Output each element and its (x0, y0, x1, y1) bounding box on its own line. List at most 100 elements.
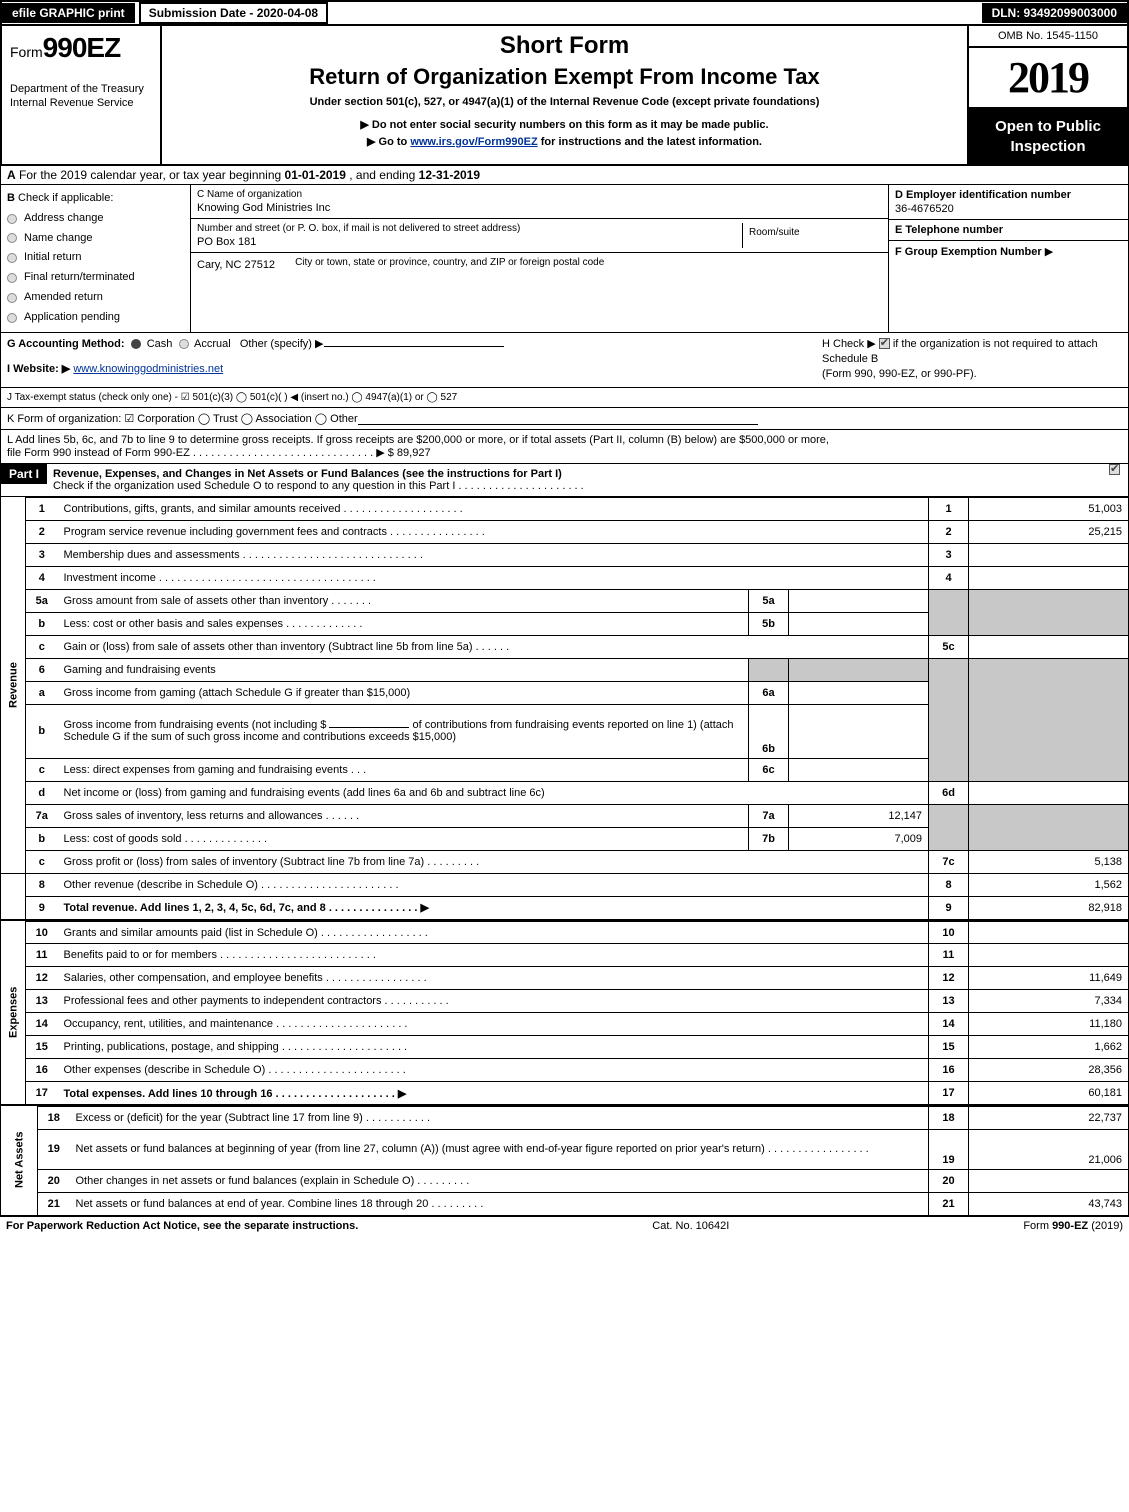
checkbox-icon[interactable] (7, 253, 17, 263)
grey-cell (969, 589, 1129, 635)
section-L: L Add lines 5b, 6c, and 7b to line 9 to … (0, 430, 1129, 464)
line-ref: 20 (929, 1169, 969, 1192)
line-val: 1,562 (969, 873, 1129, 896)
line-desc: Gaming and fundraising events (58, 658, 749, 681)
col-C: C Name of organization Knowing God Minis… (191, 185, 888, 332)
line-desc: Other revenue (describe in Schedule O) .… (58, 873, 929, 896)
line-desc: Net assets or fund balances at beginning… (70, 1129, 929, 1169)
line-ref: 3 (929, 543, 969, 566)
line-val: 5,138 (969, 850, 1129, 873)
line-num: 4 (26, 566, 58, 589)
line-num: 10 (26, 921, 58, 944)
line-desc: Program service revenue including govern… (58, 520, 929, 543)
mid-val (789, 612, 929, 635)
D-ein: 36-4676520 (895, 203, 1122, 215)
under-section: Under section 501(c), 527, or 4947(a)(1)… (170, 96, 959, 108)
line-ref: 6d (929, 781, 969, 804)
line-desc: Investment income . . . . . . . . . . . … (58, 566, 929, 589)
website-link[interactable]: www.knowinggodministries.net (73, 363, 223, 375)
line-num: c (26, 635, 58, 658)
section-BCD: B Check if applicable: Address change Na… (0, 185, 1129, 333)
C-name-label: C Name of organization (197, 189, 882, 200)
line-num: 6 (26, 658, 58, 681)
line-ref: 7c (929, 850, 969, 873)
tax-year: 2019 (969, 48, 1127, 109)
checkbox-icon[interactable] (7, 313, 17, 323)
instruction-1: ▶ Do not enter social security numbers o… (170, 118, 959, 131)
G-cash: Cash (147, 338, 173, 350)
line-desc: Gross income from gaming (attach Schedul… (58, 681, 749, 704)
col-D: D Employer identification number 36-4676… (888, 185, 1128, 332)
G-other: Other (specify) ▶ (240, 338, 324, 350)
line-desc: Membership dues and assessments . . . . … (58, 543, 929, 566)
checkbox-icon[interactable] (7, 273, 17, 283)
line-num: 16 (26, 1059, 58, 1082)
K-other-input[interactable] (358, 412, 758, 425)
line-desc: Less: cost of goods sold . . . . . . . .… (58, 827, 749, 850)
B-item-0: Address change (24, 209, 104, 229)
open-to-public: Open to Public Inspection (969, 109, 1127, 164)
efile-print-button[interactable]: efile GRAPHIC print (2, 3, 135, 23)
footer: For Paperwork Reduction Act Notice, see … (0, 1216, 1129, 1235)
checkbox-icon[interactable] (879, 338, 890, 349)
col-B: B Check if applicable: Address change Na… (1, 185, 191, 332)
line-desc: Other expenses (describe in Schedule O) … (58, 1059, 929, 1082)
line-desc: Contributions, gifts, grants, and simila… (58, 497, 929, 520)
expenses-table: Expenses 10 Grants and similar amounts p… (0, 920, 1129, 1106)
form-no: 990EZ (43, 32, 121, 63)
A-begin: 01-01-2019 (285, 168, 346, 182)
line-num: 8 (26, 873, 58, 896)
form-prefix: Form (10, 44, 43, 60)
G-other-input[interactable] (324, 346, 504, 347)
K-text: K Form of organization: ☑ Corporation ◯ … (7, 412, 358, 425)
mid-ref: 7a (749, 804, 789, 827)
section-K: K Form of organization: ☑ Corporation ◯ … (0, 408, 1129, 430)
C-addr-label: Number and street (or P. O. box, if mail… (197, 223, 742, 234)
line-desc: Gain or (loss) from sale of assets other… (58, 635, 929, 658)
line-desc: Total expenses. Add lines 10 through 16 … (58, 1082, 929, 1105)
I-label: I Website: ▶ (7, 363, 70, 375)
line-num: 19 (38, 1129, 70, 1169)
mid-ref: 5b (749, 612, 789, 635)
inst2-pre: ▶ Go to (367, 136, 410, 148)
l6b-amount-input[interactable] (329, 727, 409, 728)
line-ref: 1 (929, 497, 969, 520)
checkbox-icon[interactable] (7, 293, 17, 303)
submission-date: Submission Date - 2020-04-08 (139, 2, 328, 24)
line-ref: 11 (929, 944, 969, 967)
irs-link[interactable]: www.irs.gov/Form990EZ (410, 136, 537, 148)
radio-icon[interactable] (131, 339, 141, 349)
line-ref: 16 (929, 1059, 969, 1082)
line-ref: 12 (929, 967, 969, 990)
mid-ref: 5a (749, 589, 789, 612)
line-ref: 15 (929, 1036, 969, 1059)
checkbox-icon[interactable] (7, 214, 17, 224)
mid-val: 7,009 (789, 827, 929, 850)
radio-icon[interactable] (179, 339, 189, 349)
line-num: b (26, 612, 58, 635)
line-val: 28,356 (969, 1059, 1129, 1082)
line-val: 21,006 (969, 1129, 1129, 1169)
grey-cell (969, 658, 1129, 781)
line-desc: Gross profit or (loss) from sales of inv… (58, 850, 929, 873)
line-desc: Benefits paid to or for members . . . . … (58, 944, 929, 967)
section-A: A For the 2019 calendar year, or tax yea… (0, 166, 1129, 185)
line-val: 51,003 (969, 497, 1129, 520)
revenue-table: Revenue 1 Contributions, gifts, grants, … (0, 497, 1129, 920)
line-ref: 13 (929, 990, 969, 1013)
C-name: Knowing God Ministries Inc (197, 202, 882, 214)
dept-line1: Department of the Treasury (10, 82, 152, 96)
line-num: a (26, 681, 58, 704)
netassets-table: Net Assets 18 Excess or (deficit) for th… (0, 1105, 1129, 1216)
checkbox-icon[interactable] (7, 233, 17, 243)
line-num: c (26, 850, 58, 873)
line-val: 11,180 (969, 1013, 1129, 1036)
line-desc: Grants and similar amounts paid (list in… (58, 921, 929, 944)
mid-ref: 6c (749, 758, 789, 781)
checkbox-icon[interactable] (1109, 464, 1120, 475)
B-item-1: Name change (24, 229, 93, 249)
footer-right: Form 990-EZ (2019) (1023, 1220, 1123, 1232)
line-num: 14 (26, 1013, 58, 1036)
dln-label: DLN: 93492099003000 (982, 3, 1127, 23)
netassets-side-label: Net Assets (1, 1106, 38, 1215)
